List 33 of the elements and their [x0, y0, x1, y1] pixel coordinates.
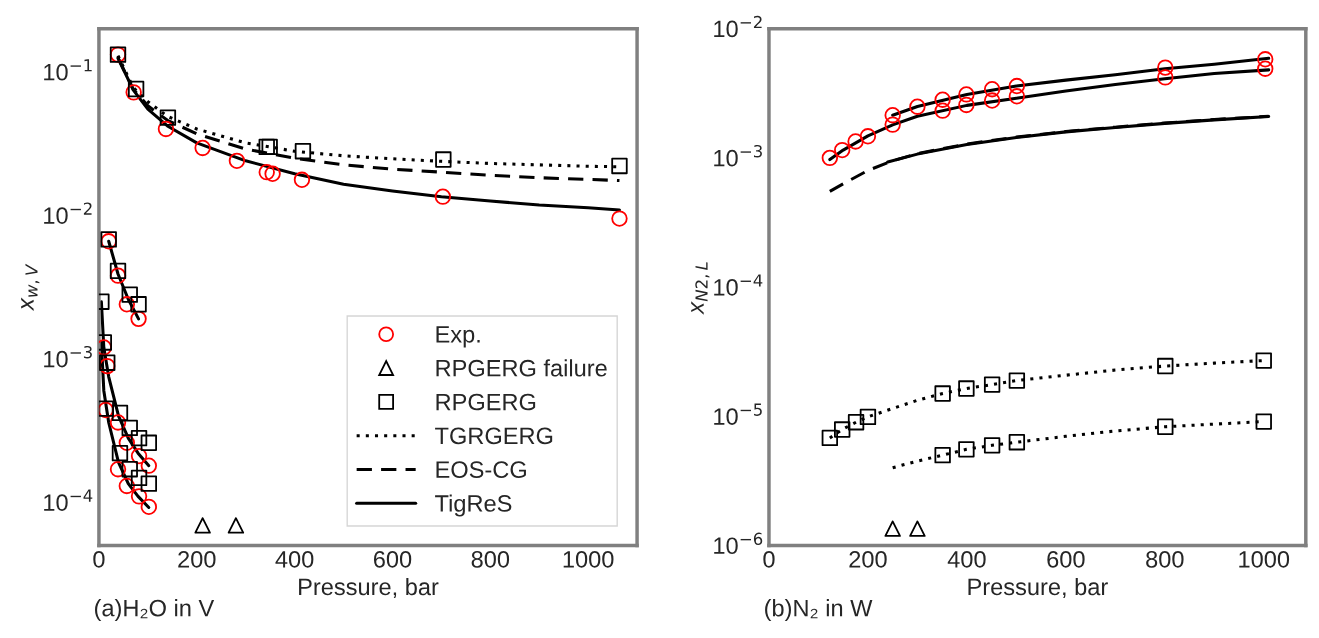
- y-axis-title: x$_{w,V}$: [21, 263, 40, 312]
- legend-label: RPGERG failure: [436, 359, 607, 377]
- y-tick-label: 10$^{−4}$: [714, 274, 763, 296]
- x-tick-label: 1000: [1239, 550, 1290, 568]
- y-tick-label: 10$^{−3}$: [44, 345, 92, 368]
- y-tick-label: 10$^{−6}$: [714, 532, 763, 555]
- x-tick-label: 0: [763, 550, 775, 568]
- x-tick-label: 0: [93, 550, 105, 568]
- legend-label: TigReS: [435, 494, 512, 517]
- x-axis-title: Pressure, bar: [299, 577, 439, 599]
- y-tick-label: 10$^{−4}$: [44, 489, 93, 511]
- legend-label: Exp.: [436, 326, 480, 348]
- y-tick-label: 10$^{−5}$: [714, 403, 762, 425]
- x-axis-title: Pressure, bar: [968, 577, 1108, 599]
- text: (b)N₂ in W: [765, 599, 873, 622]
- text: (a)H₂O in V: [95, 599, 215, 622]
- y-axis-title: x$_{N2,L}$: [691, 262, 710, 315]
- x-tick-label: 800: [1146, 550, 1184, 568]
- x-tick-label: 800: [471, 550, 510, 568]
- y-tick-label: 10$^{−2}$: [44, 202, 92, 224]
- x-tick-label: 600: [373, 550, 412, 568]
- x-tick-label: 600: [1047, 550, 1085, 568]
- legend-label: EOS-CG: [436, 461, 526, 479]
- y-tick-label: 10$^{−2}$: [714, 15, 762, 38]
- legend-label: TGRGERG: [435, 427, 553, 445]
- y-tick-label: 10$^{−1}$: [44, 59, 92, 81]
- x-tick-label: 200: [178, 550, 216, 568]
- x-tick-label: 200: [849, 550, 887, 568]
- y-tick-label: 10$^{−3}$: [714, 144, 762, 167]
- x-tick-label: 400: [275, 550, 314, 568]
- x-tick-label: 1000: [563, 550, 614, 568]
- legend-label: RPGERG: [436, 393, 536, 411]
- x-tick-label: 400: [947, 550, 986, 568]
